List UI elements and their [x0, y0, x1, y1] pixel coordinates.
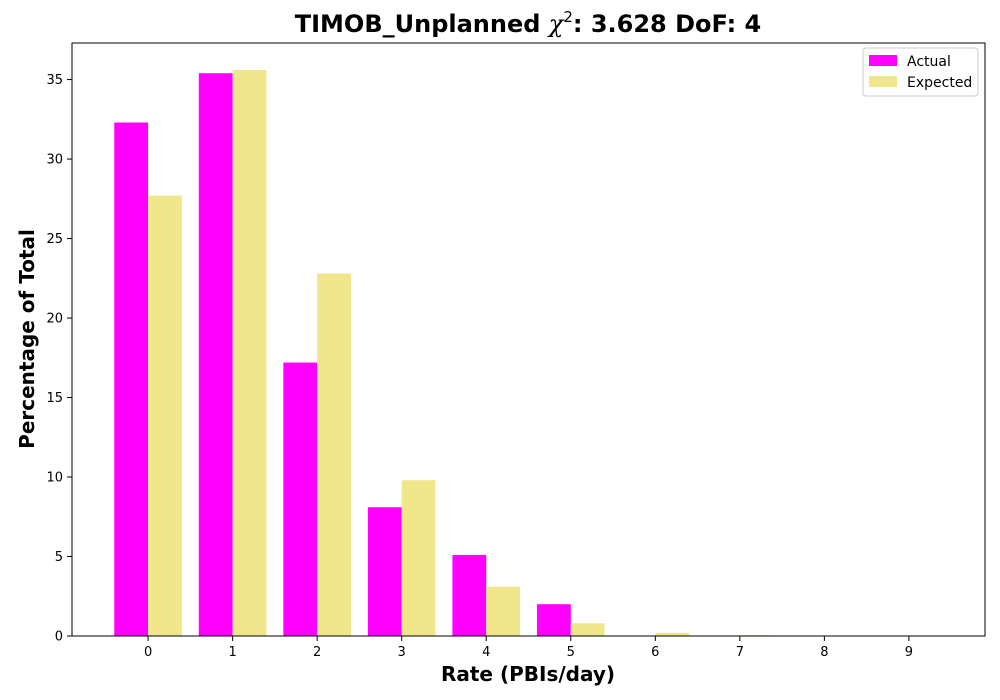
- x-tick-label-8: 8: [820, 645, 828, 660]
- x-tick-label-1: 1: [228, 645, 236, 660]
- y-tick-label-30: 30: [46, 153, 63, 168]
- plot-frame: [71, 42, 986, 637]
- title-suffix: : 3.628 DoF: 4: [573, 10, 761, 38]
- bar-actual-2: [283, 362, 318, 636]
- y-tick-label-5: 5: [55, 550, 63, 565]
- y-tick-label-0: 0: [55, 630, 63, 645]
- title-chi-exponent: 2: [563, 8, 573, 26]
- bar-expected-5: [570, 623, 605, 636]
- x-tick-label-9: 9: [905, 645, 913, 660]
- bar-actual-5: [536, 604, 571, 636]
- legend: Actual Expected: [862, 47, 979, 97]
- x-tick-label-5: 5: [567, 645, 575, 660]
- x-axis-label: Rate (PBIs/day): [441, 662, 615, 686]
- y-tick-label-10: 10: [46, 471, 63, 486]
- chart-title: TIMOB_Unplanned χ2: 3.628 DoF: 4: [295, 8, 762, 38]
- x-tick-label-2: 2: [313, 645, 321, 660]
- y-tick-label-25: 25: [46, 232, 63, 247]
- y-tick-label-20: 20: [46, 312, 63, 327]
- legend-label-expected: Expected: [907, 75, 972, 91]
- bar-expected-4: [486, 586, 521, 636]
- bar-expected-6: [655, 632, 690, 636]
- x-tick-label-4: 4: [482, 645, 490, 660]
- bar-expected-0: [148, 195, 182, 636]
- x-tick-label-7: 7: [736, 645, 744, 660]
- bar-expected-2: [317, 273, 351, 636]
- x-tick-label-3: 3: [398, 645, 406, 660]
- x-tick-label-0: 0: [144, 645, 152, 660]
- legend-label-actual: Actual: [907, 54, 951, 70]
- plot-bars: [114, 70, 859, 637]
- bar-actual-1: [198, 73, 233, 637]
- legend-swatch-expected: [869, 76, 897, 87]
- legend-swatch-actual: [869, 55, 897, 66]
- y-axis-label: Percentage of Total: [15, 229, 39, 449]
- y-axis-ticks: 0 5 10 15 20 25 30 35: [46, 73, 72, 645]
- bar-actual-4: [452, 554, 487, 636]
- bar-actual-0: [114, 122, 149, 637]
- bar-expected-3: [401, 480, 436, 636]
- x-axis-ticks: 0 1 2 3 4 5 6 7 8 9: [144, 636, 913, 660]
- y-tick-label-15: 15: [46, 391, 63, 406]
- title-prefix: TIMOB_Unplanned: [295, 10, 549, 38]
- bar-expected-1: [232, 70, 267, 637]
- bar-actual-3: [367, 507, 402, 636]
- title-chi-symbol: χ: [547, 10, 565, 38]
- x-tick-label-6: 6: [651, 645, 659, 660]
- y-tick-label-35: 35: [46, 73, 63, 88]
